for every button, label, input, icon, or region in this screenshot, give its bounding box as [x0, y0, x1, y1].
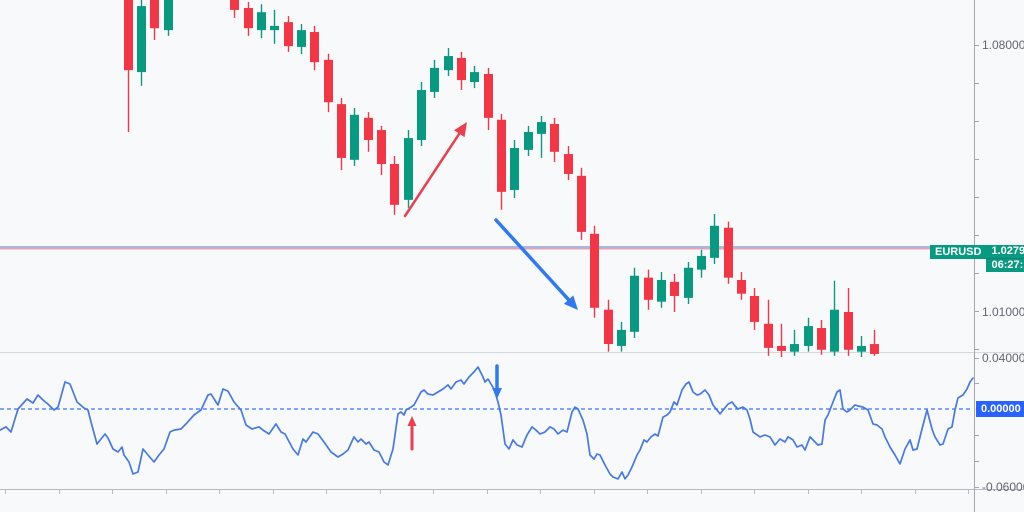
candle-body: [604, 309, 613, 345]
last-price-label: 1.02797: [986, 245, 1024, 258]
candle-body: [817, 328, 826, 350]
oscillator-cross-up-arrow-head[interactable]: [407, 416, 417, 426]
candle-body: [550, 123, 559, 152]
candle-body: [710, 225, 719, 258]
impulse-up-arrow-head[interactable]: [454, 122, 467, 138]
candle-body: [617, 329, 626, 346]
candle-body: [124, 0, 133, 71]
candle-body: [510, 147, 519, 190]
candle-body: [404, 138, 413, 200]
candle-body: [750, 295, 759, 322]
candle-body: [804, 326, 813, 346]
candle-body: [270, 25, 279, 31]
candle-body: [257, 12, 266, 31]
candle-body: [390, 164, 399, 205]
candle-body: [577, 175, 586, 232]
candle-body: [644, 277, 653, 300]
oscillator-line: [0, 366, 974, 480]
candle-body: [364, 117, 373, 140]
candle-body: [777, 345, 786, 351]
candle-body: [670, 281, 679, 296]
symbol-label: EURUSD: [930, 245, 987, 259]
oscillator-zero-badge: 0.00000: [976, 401, 1024, 417]
axis-price-label: 1.01000: [982, 305, 1024, 319]
candle-body: [310, 32, 319, 63]
candle-body: [324, 59, 333, 103]
candle-body: [657, 279, 666, 302]
candle-body: [790, 344, 799, 352]
candle-body: [150, 0, 159, 29]
candle-body: [524, 131, 533, 150]
candle-body: [484, 73, 493, 118]
countdown-label: 06:27:15: [986, 258, 1024, 272]
candle-body: [697, 255, 706, 270]
candle-body: [870, 344, 879, 354]
candle-body: [857, 345, 866, 352]
impulse-up-arrow[interactable]: [403, 132, 461, 218]
axis-price-label: 0.04000: [982, 351, 1024, 365]
candle-body: [284, 22, 293, 47]
candle-body: [764, 323, 773, 348]
candle-body: [590, 233, 599, 308]
candle-body: [137, 6, 146, 73]
candle-body: [337, 104, 346, 158]
candle-body: [244, 8, 253, 29]
symbol-price-badge: EURUSD 1.02797 06:27:15: [930, 245, 1024, 272]
candle-body: [164, 0, 173, 31]
impulse-down-arrow-head[interactable]: [563, 295, 578, 310]
candle-body: [470, 72, 479, 82]
candle-body: [297, 30, 306, 47]
candle-body: [377, 130, 386, 165]
axis-price-label: 1.08000: [982, 38, 1024, 52]
candle-body: [724, 227, 733, 278]
candle-body: [564, 154, 573, 174]
candle-body: [537, 122, 546, 134]
candle-body: [684, 267, 693, 298]
candle-body: [444, 56, 453, 71]
candle-body: [230, 0, 239, 10]
candle-body: [430, 67, 439, 92]
candle-body: [350, 114, 359, 160]
candle-body: [497, 119, 506, 192]
candle-body: [630, 275, 639, 332]
candle-body: [830, 309, 839, 352]
oscillator-cross-down-arrow-head[interactable]: [492, 388, 502, 399]
candle-body: [417, 90, 426, 140]
candle-body: [737, 279, 746, 294]
impulse-down-arrow[interactable]: [494, 218, 571, 302]
axis-price-label: -0.06000: [982, 480, 1024, 494]
candle-body: [457, 57, 466, 81]
candle-body: [844, 312, 853, 350]
